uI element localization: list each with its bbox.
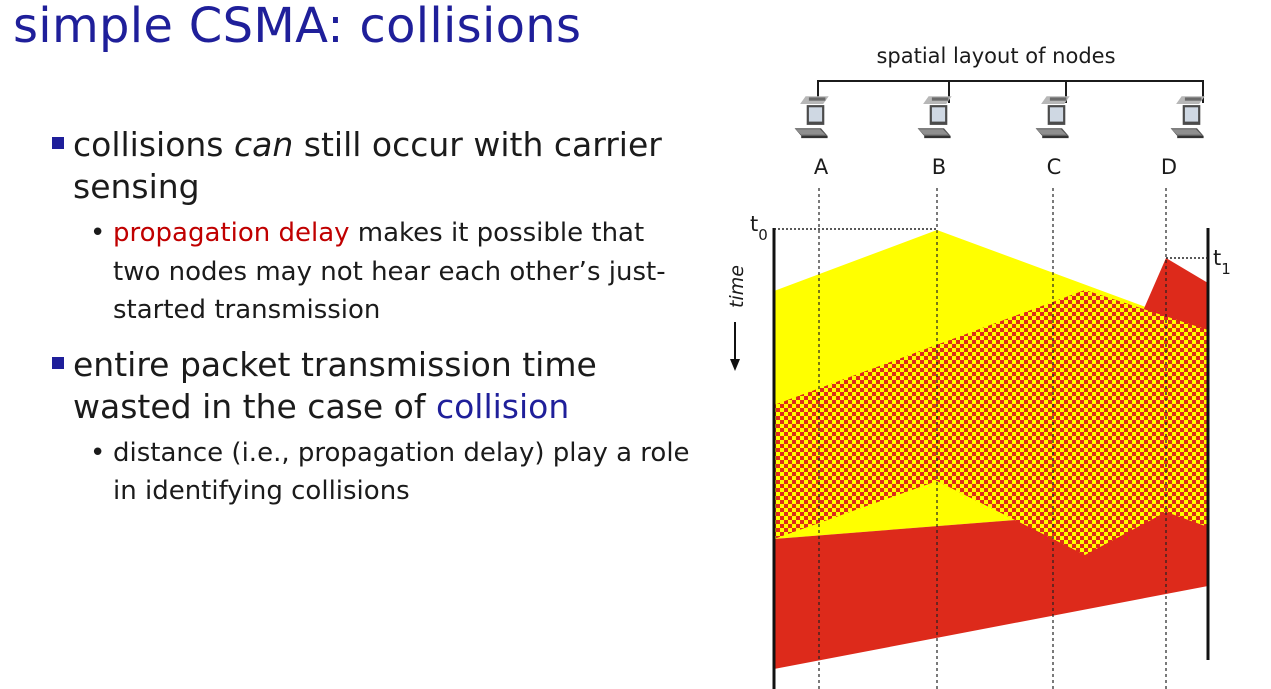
bullet-1-emphasis: can bbox=[234, 125, 294, 164]
dot-bullet-icon: • bbox=[90, 437, 106, 468]
sub-bullet-1-rest: makes it possible that two nodes may not… bbox=[113, 218, 666, 325]
computer-c-icon bbox=[1035, 96, 1070, 139]
dot-bullet-icon: • bbox=[90, 218, 106, 248]
node-label-d: D bbox=[1161, 155, 1177, 179]
spatial-layout-label: spatial layout of nodes bbox=[876, 44, 1115, 68]
collision-term: collision bbox=[435, 386, 570, 426]
computer-d-icon bbox=[1170, 96, 1205, 139]
slide-title: simple CSMA: collisions bbox=[13, 0, 582, 54]
spatial-bracket bbox=[817, 80, 1204, 103]
bullet-2-pre: entire packet transmission time wasted i… bbox=[73, 344, 597, 426]
time-axis-label: time bbox=[726, 265, 748, 308]
bullet-1-pre: collisions bbox=[73, 125, 234, 164]
bullet-list: collisions can still occur with carrier … bbox=[48, 124, 698, 525]
bullet-carrier-sensing: collisions can still occur with carrier … bbox=[48, 124, 698, 208]
computer-b-icon bbox=[917, 96, 952, 139]
collision-overlap-region bbox=[774, 290, 1208, 555]
node-label-a: A bbox=[814, 155, 829, 179]
computer-a-icon bbox=[794, 96, 829, 139]
t1-label: t1 bbox=[1213, 246, 1231, 278]
time-arrow-head-icon bbox=[730, 359, 740, 371]
propagation-delay-term: propagation delay bbox=[113, 218, 350, 248]
square-bullet-icon bbox=[52, 137, 64, 149]
sub-bullet-2-text: distance (i.e., propagation delay) play … bbox=[113, 437, 690, 507]
node-label-b: B bbox=[932, 155, 946, 179]
bullet-1-post: still occur with carrier sensing bbox=[73, 125, 662, 206]
sub-bullet-propagation-delay: • propagation delay makes it possible th… bbox=[48, 214, 698, 330]
node-label-c: C bbox=[1047, 155, 1062, 179]
t0-label: t0 bbox=[750, 212, 768, 244]
square-bullet-icon bbox=[52, 356, 64, 369]
bullet-transmission-wasted: entire packet transmission time wasted i… bbox=[48, 344, 698, 428]
sub-bullet-distance: • distance (i.e., propagation delay) pla… bbox=[48, 434, 698, 511]
node-d-red-only-region bbox=[774, 258, 1208, 669]
